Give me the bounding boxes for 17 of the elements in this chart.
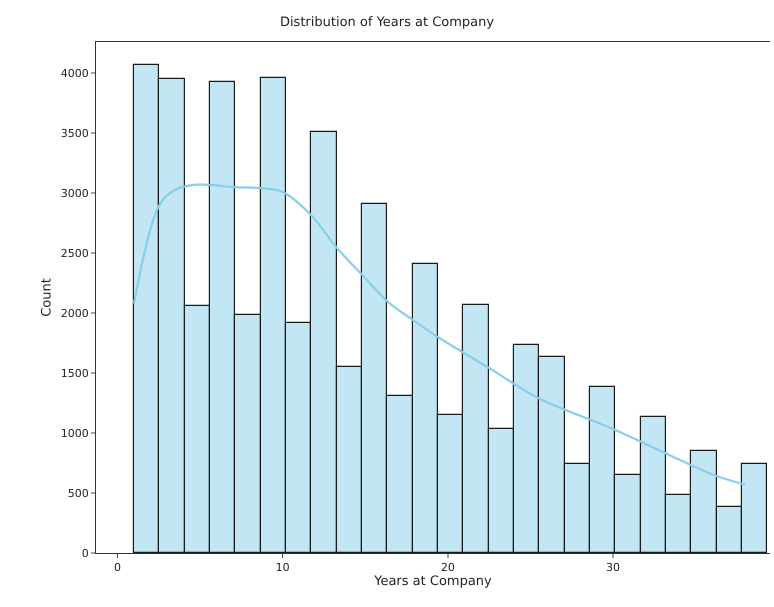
y-tick-label: 1500	[60, 366, 89, 380]
x-tick-label: 30	[606, 561, 620, 574]
y-axis-title: Count	[40, 278, 55, 317]
y-tick-label: 500	[68, 486, 89, 500]
x-tick-label: 20	[440, 561, 455, 574]
y-tick-label: 0	[82, 546, 89, 560]
y-tick-label: 1000	[60, 426, 89, 440]
y-tick-label: 2000	[60, 306, 89, 320]
y-tick-label: 3500	[60, 127, 89, 140]
x-axis-title: Years at Company	[373, 574, 492, 590]
chart-title: Distribution of Years at Company	[280, 14, 494, 30]
y-tick-label: 4000	[60, 67, 89, 80]
line-series	[132, 183, 746, 486]
y-tick-label: 2500	[60, 246, 89, 260]
x-tick-label: 10	[276, 561, 290, 574]
x-tick-label: 0	[114, 561, 121, 574]
y-tick-label: 3000	[60, 186, 89, 200]
